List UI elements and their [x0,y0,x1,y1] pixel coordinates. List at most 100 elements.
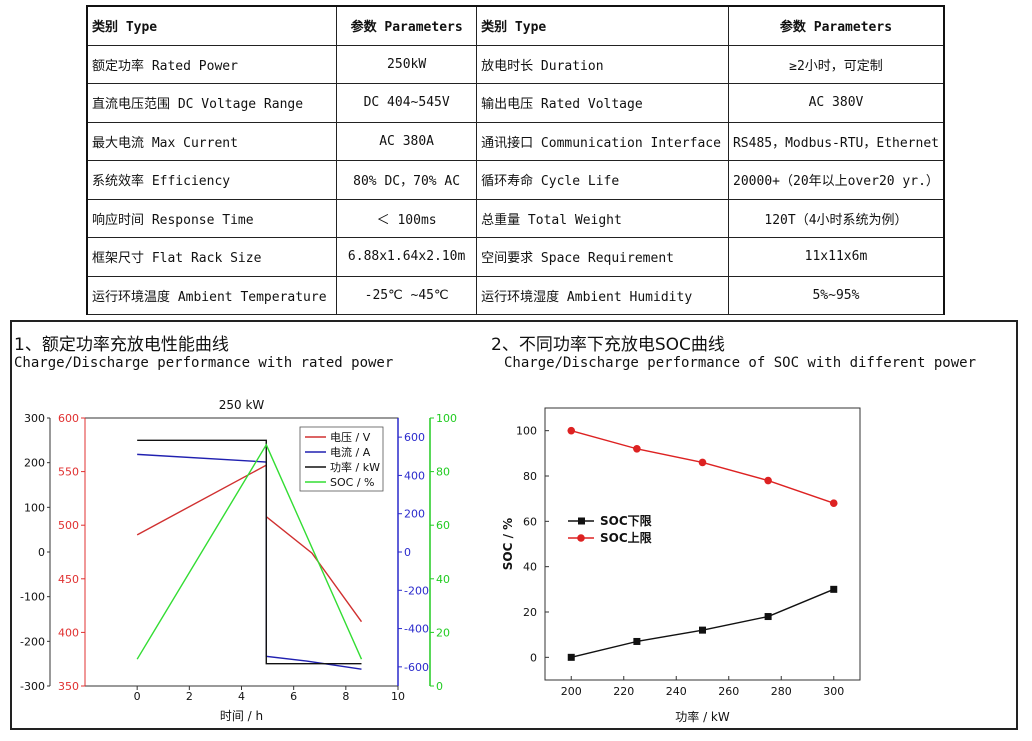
table-cell-value: RS485，Modbus-RTU，Ethernet [727,121,945,161]
chart1-soc-tick-label: 40 [436,573,450,586]
table-row: 框架尺寸 Flat Rack Size 6.88x1.64x2.10m 空间要求 S… [86,237,945,277]
chart2-series-line-0 [571,588,835,659]
chart2-x-tick-label: 300 [823,685,844,698]
chart1-x-tick-label: 4 [238,690,245,703]
table-row: 运行环境温度 Ambient Temperature -25℃ ~45℃ 运行环境湿… [86,275,945,315]
chart1-x-tick-label: 6 [290,690,297,703]
header-cell-value: 参数 Parameters [727,5,945,46]
chart1-legend-label: 电流 / A [330,445,371,459]
chart1-power-tick-label: 100 [24,501,45,514]
table-cell-value: -25℃ ~45℃ [336,275,478,315]
chart2-plot-frame [544,407,861,681]
table-cell-value: DC 404~545V [336,83,478,123]
charts-panel [10,320,1018,730]
chart1-soc-tick-label: 20 [436,626,450,639]
chart2-legend-label: SOC下限 [600,513,652,528]
chart1-soc-tick-label: 100 [436,412,457,425]
chart1-x-tick-label: 10 [391,690,405,703]
chart2-point [764,613,772,621]
chart1-voltage-tick-label: 600 [58,412,79,425]
chart1-x-tick-label: 2 [186,690,193,703]
table-cell-value: 11x11x6m [727,237,945,277]
table-cell-label: 输出电压 Rated Voltage [476,83,729,123]
chart1-legend-label: 功率 / kW [330,460,380,474]
chart1-current-tick-label: -200 [404,584,429,597]
spec-table-body: 类别 Type 参数 Parameters 类别 Type 参数 Parameters… [86,5,945,315]
chart1-power-tick-label: 200 [24,457,45,470]
chart1-power-tick-label: -200 [20,635,45,648]
header-cell-label: 类别 Type [86,5,338,46]
chart2-y-tick-label: 0 [530,651,537,664]
chart1-voltage-tick-label: 450 [58,573,79,586]
chart2-x-tick-label: 240 [666,685,687,698]
table-cell-value: 6.88x1.64x2.10m [336,237,478,277]
chart2-x-tick-label: 260 [718,685,739,698]
chart2-legend-label: SOC上限 [600,530,652,545]
chart2-x-axis-label: 功率 / kW [675,709,730,724]
chart2-y-tick-label: 60 [523,515,537,528]
spec-table: 类别 Type 参数 Parameters 类别 Type 参数 Parameters… [86,5,945,315]
table-cell-value: 20000+（20年以上over20 yr.） [727,160,945,200]
header-cell-label: 类别 Type [476,5,729,46]
chart1-soc-tick-label: 0 [436,680,443,693]
table-cell-label: 运行环境湿度 Ambient Humidity [476,275,729,315]
section2-title: 2、不同功率下充放电SOC曲线 [491,335,725,355]
chart1-power-tick-label: 0 [38,546,45,559]
chart2-legend-marker [577,534,585,542]
chart1-legend-label: SOC / % [330,476,374,489]
table-cell-value: 120T（4小时系统为例） [727,198,945,238]
table-row: 最大电流 Max Current AC 380A 通讯接口 Communicatio… [86,121,945,161]
chart2-x-tick-label: 220 [613,685,634,698]
table-cell-label: 额定功率 Rated Power [86,44,338,84]
chart1-series-line-2 [137,439,362,665]
chart1-power-tick-label: 300 [24,412,45,425]
chart2-point [764,476,772,485]
chart2-legend-marker [578,517,585,525]
chart1-voltage-tick-label: 550 [58,466,79,479]
table-cell-label: 最大电流 Max Current [86,121,338,161]
table-cell-label: 响应时间 Response Time [86,198,338,238]
table-cell-label: 系统效率 Efficiency [86,160,338,200]
chart2-point [567,426,576,435]
chart2-series-line-1 [571,429,834,504]
chart2-point [699,626,706,634]
table-row: 直流电压范围 DC Voltage Range DC 404~545V 输出电压 R… [86,83,945,123]
table-cell-value: 5%~95% [727,275,945,315]
table-row: 额定功率 Rated Power 250kW 放电时长 Duration ≥2小时，可… [86,44,945,84]
table-cell-label: 框架尺寸 Flat Rack Size [86,237,338,277]
table-cell-label: 空间要求 Space Requirement [476,237,729,277]
chart1-soc-tick-label: 80 [436,466,450,479]
chart2-point [698,458,707,467]
section2-subtitle: Charge/Discharge performance of SOC with… [504,355,977,371]
table-cell-value: AC 380A [336,121,478,161]
table-cell-value: 250kW [336,44,478,84]
table-cell-label: 直流电压范围 DC Voltage Range [86,83,338,123]
table-cell-label: 运行环境温度 Ambient Temperature [86,275,338,315]
table-row: 响应时间 Response Time ＜ 100ms 总重量 Total Weigh… [86,198,945,238]
chart2-point [829,499,838,508]
chart1-current-tick-label: 600 [404,431,425,444]
chart1-power-tick-label: -300 [20,680,45,693]
section1-title: 1、额定功率充放电性能曲线 [14,335,229,355]
chart1-x-tick-label: 8 [342,690,349,703]
chart2-x-tick-label: 200 [561,685,582,698]
chart1-x-axis-label: 时间 / h [220,709,263,723]
chart2-y-tick-label: 80 [523,470,537,483]
chart1-voltage-tick-label: 400 [58,626,79,639]
chart1-current-tick-label: 0 [404,546,411,559]
table-cell-label: 放电时长 Duration [476,44,729,84]
chart1-soc-tick-label: 60 [436,519,450,532]
chart2-point [633,445,641,453]
chart1-current-tick-label: -400 [404,623,429,636]
chart2-y-tick-label: 40 [523,561,537,574]
table-header-row: 类别 Type 参数 Parameters 类别 Type 参数 Parameters [86,5,945,46]
table-cell-value: AC 380V [727,83,945,123]
chart1-voltage-tick-label: 350 [58,680,79,693]
chart1-current-tick-label: 400 [404,469,425,482]
chart1-series-line-3 [136,443,363,660]
chart1-legend-label: 电压 / V [330,431,371,444]
chart2-point [830,585,838,593]
chart1-x-tick-label: 0 [134,690,141,703]
chart2-point [633,637,641,645]
